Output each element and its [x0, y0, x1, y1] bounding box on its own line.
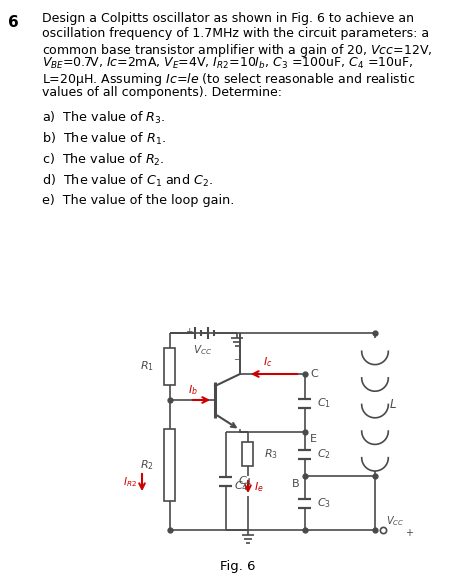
- Text: Fig. 6: Fig. 6: [220, 560, 255, 573]
- Text: $I_b$: $I_b$: [188, 383, 198, 397]
- Text: values of all components). Determine:: values of all components). Determine:: [42, 86, 281, 99]
- Text: $C_4$: $C_4$: [234, 479, 248, 493]
- Text: +: +: [404, 528, 412, 538]
- Bar: [164, 348, 175, 385]
- Text: $C_1$: $C_1$: [317, 396, 330, 410]
- Text: c)  The value of $R_2$.: c) The value of $R_2$.: [42, 152, 164, 168]
- Text: $I_{R2}$: $I_{R2}$: [123, 475, 137, 489]
- Text: $V_{CC}$: $V_{CC}$: [385, 514, 403, 528]
- Text: e)  The value of the loop gain.: e) The value of the loop gain.: [42, 194, 234, 207]
- Text: $C_2$: $C_2$: [317, 447, 330, 461]
- Text: $R_2$: $R_2$: [140, 458, 154, 472]
- Text: $I_c$: $I_c$: [262, 355, 272, 369]
- Text: $L$: $L$: [388, 398, 396, 411]
- Text: b)  The value of $R_1$.: b) The value of $R_1$.: [42, 131, 166, 147]
- Text: L=20μH. Assuming $\mathit{Ic}$=$\mathit{le}$ (to select reasonable and realistic: L=20μH. Assuming $\mathit{Ic}$=$\mathit{…: [42, 71, 415, 88]
- Text: 6: 6: [8, 15, 19, 30]
- Text: B: B: [292, 479, 299, 489]
- Bar: [242, 442, 253, 466]
- Text: −: −: [233, 355, 240, 364]
- Text: $C_3$: $C_3$: [317, 496, 330, 510]
- Text: $R_3$: $R_3$: [263, 447, 278, 461]
- Text: Design a Colpitts oscillator as shown in Fig. 6 to achieve an: Design a Colpitts oscillator as shown in…: [42, 12, 413, 25]
- Text: common base transistor amplifier with a gain of 20, $\mathit{Vcc}$=12V,: common base transistor amplifier with a …: [42, 41, 431, 59]
- Text: $R_1$: $R_1$: [140, 359, 154, 374]
- Text: $V_{CC}$: $V_{CC}$: [193, 343, 212, 357]
- Text: $C_4$: $C_4$: [238, 474, 252, 488]
- Text: +: +: [185, 328, 192, 336]
- Text: $I_e$: $I_e$: [253, 480, 263, 494]
- Text: E: E: [309, 434, 317, 444]
- Text: d)  The value of $C_1$ and $C_2$.: d) The value of $C_1$ and $C_2$.: [42, 173, 212, 189]
- Text: C: C: [309, 369, 317, 379]
- Text: $\mathit{V}_{BE}$=0.7V, $\mathit{Ic}$=2mA, $\mathit{V_E}$=4V, $\mathit{I_{R2}}$=: $\mathit{V}_{BE}$=0.7V, $\mathit{Ic}$=2m…: [42, 56, 413, 72]
- Text: a)  The value of $R_3$.: a) The value of $R_3$.: [42, 110, 165, 126]
- Bar: [164, 429, 175, 501]
- Text: oscillation frequency of 1.7MHz with the circuit parameters: a: oscillation frequency of 1.7MHz with the…: [42, 27, 428, 40]
